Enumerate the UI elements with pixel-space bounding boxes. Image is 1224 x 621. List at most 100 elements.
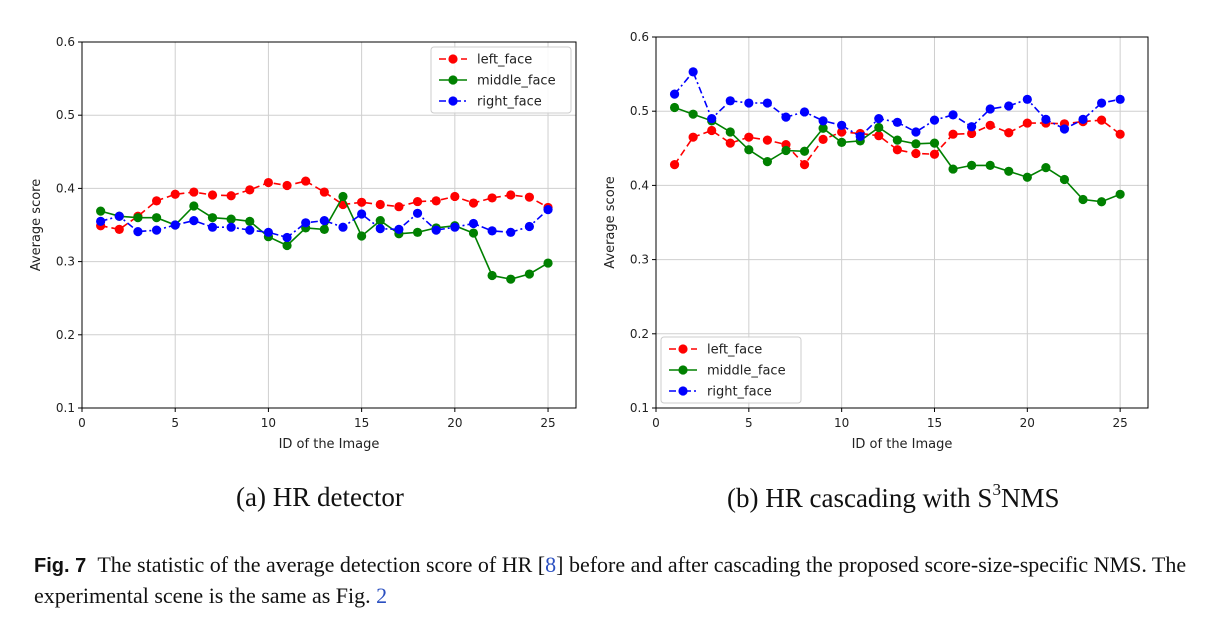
chart-a-point-middle-face xyxy=(412,227,423,237)
chart-a-ytick-label: 0.4 xyxy=(56,181,75,195)
chart-b-point-middle-face xyxy=(911,139,921,149)
chart-b-ytick-label: 0.2 xyxy=(630,327,649,341)
subcaption-b-prefix: (b) HR cascading with S xyxy=(727,483,993,513)
caption-text-2: ] before and after cascading the propose… xyxy=(34,552,1187,608)
chart-b-ytick-label: 0.6 xyxy=(630,30,649,44)
chart-b-point-middle-face xyxy=(1059,174,1070,185)
chart-a-xtick-label: 10 xyxy=(261,416,276,430)
chart-a-legend-marker-left-face xyxy=(448,54,458,64)
chart-b-xlabel: ID of the Image xyxy=(852,437,953,452)
chart-b-point-middle-face xyxy=(892,135,902,145)
chart-b-point-right-face xyxy=(1059,124,1070,134)
chart-a-xlabel: ID of the Image xyxy=(279,437,380,452)
chart-a-legend-marker-middle-face xyxy=(448,75,458,85)
chart-a-point-left-face xyxy=(114,224,124,234)
chart-b-point-left-face xyxy=(799,160,810,170)
chart-a-point-middle-face xyxy=(207,213,218,223)
chart-a-point-left-face xyxy=(189,187,199,197)
chart-b-point-left-face xyxy=(818,134,828,144)
chart-b-point-left-face xyxy=(948,129,958,139)
chart-a-point-left-face xyxy=(207,190,218,200)
chart-a-point-right-face xyxy=(543,205,553,215)
chart-a-point-left-face xyxy=(431,196,441,206)
chart-b-point-right-face xyxy=(1022,94,1032,104)
chart-b-point-left-face xyxy=(1022,118,1032,128)
chart-b-xtick-label: 10 xyxy=(834,416,849,430)
chart-a-legend-label-right-face: right_face xyxy=(477,95,542,110)
chart-b-legend-label-right-face: right_face xyxy=(707,385,772,400)
chart-a-point-right-face xyxy=(170,220,180,230)
caption-fig-link[interactable]: 2 xyxy=(376,583,388,608)
subcaption-a: (a) HR detector xyxy=(236,482,404,512)
subcaption-b-suffix: NMS xyxy=(1000,483,1060,513)
chart-b-xtick-label: 5 xyxy=(745,416,753,430)
chart-a-point-left-face xyxy=(524,192,534,202)
chart-b-ytick-label: 0.4 xyxy=(630,178,649,192)
caption-ref-link[interactable]: 8 xyxy=(545,552,557,577)
chart-a-ylabel: Average score xyxy=(29,179,44,271)
chart-b-point-left-face xyxy=(985,120,995,130)
chart-b-point-middle-face xyxy=(1078,194,1088,205)
chart-b-point-left-face xyxy=(1004,128,1014,138)
chart-b-point-left-face xyxy=(911,148,921,159)
chart-b-point-right-face xyxy=(1004,101,1014,111)
chart-a-point-right-face xyxy=(319,216,329,226)
chart-a-point-right-face xyxy=(133,226,143,237)
chart-a-point-middle-face xyxy=(524,269,534,279)
chart-a-point-middle-face xyxy=(506,274,516,284)
chart-b-legend-marker-left-face xyxy=(678,344,688,354)
chart-b-point-left-face xyxy=(874,131,884,141)
chart-b-xtick-label: 15 xyxy=(927,416,942,430)
chart-b-point-middle-face xyxy=(818,123,828,133)
chart-a-point-right-face xyxy=(282,232,292,243)
chart-a-point-right-face xyxy=(431,225,441,235)
chart-b-point-left-face xyxy=(669,160,680,170)
chart-a-point-left-face xyxy=(245,185,255,195)
chart-b-point-middle-face xyxy=(1004,166,1014,176)
chart-a-point-middle-face xyxy=(151,213,162,223)
chart-a-point-right-face xyxy=(151,225,162,235)
chart-b-ytick-label: 0.5 xyxy=(630,104,649,118)
figure-charts: 0 5 10 15 20 25 0.1 0.2 0.3 0.4 0.5 0.6 ID of the Im… xyxy=(29,30,1149,452)
chart-a-point-middle-face xyxy=(357,231,367,241)
chart-b-point-middle-face xyxy=(967,160,977,170)
chart-a-ytick-label: 0.2 xyxy=(56,328,75,342)
chart-b-point-middle-face xyxy=(985,160,995,170)
chart-b-point-right-face xyxy=(688,67,698,77)
chart-b-point-right-face xyxy=(1096,98,1107,108)
chart-b-point-middle-face xyxy=(1096,197,1107,207)
chart-b-point-left-face xyxy=(688,132,698,142)
chart-a-point-left-face xyxy=(301,176,311,186)
chart-b-point-left-face xyxy=(1096,115,1107,125)
chart-a-xtick-label: 15 xyxy=(354,416,369,430)
chart-b-ylabel: Average score xyxy=(603,176,618,268)
chart-a-point-right-face xyxy=(375,224,385,234)
chart-a-point-right-face xyxy=(468,218,479,229)
chart-b-legend-label-left-face: left_face xyxy=(707,343,762,358)
chart-b-legend-label-middle-face: middle_face xyxy=(707,364,786,379)
chart-b-point-right-face xyxy=(1041,114,1051,124)
chart-a-xtick-label: 20 xyxy=(447,416,462,430)
chart-a-legend-box xyxy=(430,46,572,114)
chart-a-point-middle-face xyxy=(338,191,348,202)
chart-b-point-left-face xyxy=(707,125,717,136)
chart-a-point-right-face xyxy=(245,225,255,235)
chart-b-point-middle-face xyxy=(688,109,698,119)
chart-a-legend-label-left-face: left_face xyxy=(477,53,532,68)
chart-b-point-middle-face xyxy=(669,102,680,113)
chart-b-plot-frame xyxy=(655,36,1149,409)
chart-b-point-right-face xyxy=(855,131,865,142)
chart-a-xtick-label: 25 xyxy=(540,416,555,430)
chart-a-point-right-face xyxy=(207,222,218,232)
chart-b-xtick-label: 0 xyxy=(652,416,660,430)
chart-a-point-right-face xyxy=(96,216,106,226)
chart-b-point-middle-face xyxy=(799,146,810,156)
chart-a-point-middle-face xyxy=(543,258,553,268)
chart-b-legend-box xyxy=(660,336,802,404)
chart-b-point-left-face xyxy=(1115,129,1125,139)
chart-a-point-left-face xyxy=(226,191,236,201)
chart-b-point-right-face xyxy=(911,127,921,137)
chart-b-point-middle-face xyxy=(837,137,847,147)
chart-b-point-right-face xyxy=(744,98,754,108)
figure-caption: Fig. 7 The statistic of the average dete… xyxy=(34,550,1194,611)
